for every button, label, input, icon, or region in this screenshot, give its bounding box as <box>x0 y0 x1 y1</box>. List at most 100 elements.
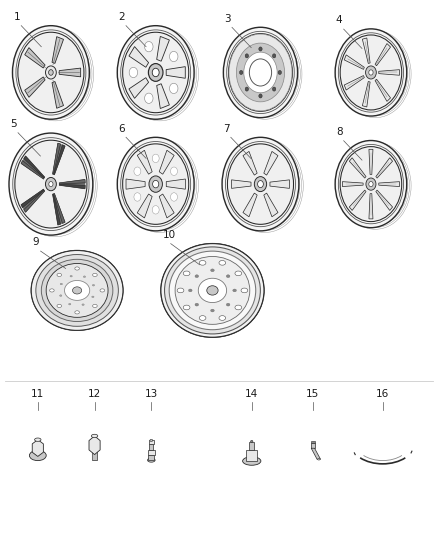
Polygon shape <box>25 77 45 98</box>
Text: 13: 13 <box>145 390 158 399</box>
Bar <box>249 442 254 450</box>
Ellipse shape <box>49 289 54 292</box>
Polygon shape <box>53 143 60 174</box>
Ellipse shape <box>29 450 46 461</box>
Ellipse shape <box>60 283 63 285</box>
Text: 7: 7 <box>223 124 230 134</box>
Ellipse shape <box>199 316 206 320</box>
Polygon shape <box>126 179 145 189</box>
Ellipse shape <box>198 278 226 303</box>
Ellipse shape <box>219 261 226 265</box>
Ellipse shape <box>222 138 299 231</box>
Ellipse shape <box>70 276 72 277</box>
Ellipse shape <box>161 244 264 337</box>
Text: 9: 9 <box>33 237 39 247</box>
Ellipse shape <box>123 144 189 224</box>
Polygon shape <box>53 144 65 175</box>
Ellipse shape <box>35 438 41 441</box>
Wedge shape <box>53 143 65 175</box>
Wedge shape <box>21 156 45 179</box>
Ellipse shape <box>195 275 198 278</box>
Ellipse shape <box>145 42 153 52</box>
Ellipse shape <box>369 181 373 187</box>
Ellipse shape <box>340 35 402 110</box>
Polygon shape <box>379 70 399 75</box>
Polygon shape <box>53 194 60 225</box>
Ellipse shape <box>366 178 376 190</box>
Ellipse shape <box>199 261 206 265</box>
Wedge shape <box>59 179 85 189</box>
Ellipse shape <box>335 141 407 228</box>
Ellipse shape <box>335 29 407 116</box>
Polygon shape <box>264 151 278 175</box>
Polygon shape <box>21 189 44 208</box>
Ellipse shape <box>235 271 242 276</box>
Ellipse shape <box>259 94 262 98</box>
Text: 11: 11 <box>31 390 44 399</box>
Bar <box>247 450 257 461</box>
Ellipse shape <box>15 140 87 228</box>
Ellipse shape <box>152 180 159 188</box>
Ellipse shape <box>150 439 153 441</box>
Ellipse shape <box>272 54 276 58</box>
Text: 15: 15 <box>306 390 319 399</box>
Polygon shape <box>376 158 392 178</box>
Ellipse shape <box>318 458 320 460</box>
Ellipse shape <box>73 287 81 294</box>
Polygon shape <box>137 194 152 218</box>
Ellipse shape <box>149 176 162 192</box>
Text: 6: 6 <box>118 124 125 134</box>
Polygon shape <box>243 151 257 175</box>
Ellipse shape <box>169 251 256 330</box>
Bar <box>311 443 314 448</box>
Ellipse shape <box>152 154 159 163</box>
Ellipse shape <box>148 458 155 462</box>
Ellipse shape <box>69 303 71 305</box>
Bar <box>148 440 154 444</box>
Polygon shape <box>89 436 100 455</box>
Ellipse shape <box>46 66 57 79</box>
Polygon shape <box>159 194 174 218</box>
Bar <box>92 448 97 460</box>
Ellipse shape <box>249 59 272 86</box>
Text: 16: 16 <box>376 390 389 399</box>
Ellipse shape <box>243 457 261 465</box>
Ellipse shape <box>245 54 248 58</box>
Polygon shape <box>344 76 364 90</box>
Ellipse shape <box>117 26 194 119</box>
Ellipse shape <box>219 316 226 320</box>
Polygon shape <box>24 156 45 178</box>
Ellipse shape <box>241 288 248 293</box>
Ellipse shape <box>235 305 242 310</box>
Ellipse shape <box>170 193 177 201</box>
Text: 14: 14 <box>245 390 258 399</box>
Polygon shape <box>24 190 45 212</box>
Ellipse shape <box>161 244 264 337</box>
Ellipse shape <box>245 87 248 91</box>
Ellipse shape <box>83 276 85 278</box>
Ellipse shape <box>188 289 192 292</box>
Polygon shape <box>369 193 373 219</box>
Text: 10: 10 <box>163 230 176 240</box>
Ellipse shape <box>258 181 263 188</box>
Polygon shape <box>52 37 64 63</box>
Polygon shape <box>166 179 185 189</box>
Ellipse shape <box>170 167 177 175</box>
Ellipse shape <box>170 51 178 62</box>
Text: 1: 1 <box>14 12 20 22</box>
Text: 3: 3 <box>224 14 231 23</box>
Ellipse shape <box>134 193 141 201</box>
Ellipse shape <box>46 177 57 191</box>
Ellipse shape <box>237 43 285 102</box>
Ellipse shape <box>57 304 62 308</box>
Wedge shape <box>21 189 45 213</box>
Ellipse shape <box>272 87 276 91</box>
Polygon shape <box>375 44 391 66</box>
Polygon shape <box>25 47 45 68</box>
Ellipse shape <box>12 26 89 119</box>
Polygon shape <box>59 184 85 189</box>
Polygon shape <box>59 180 85 184</box>
Ellipse shape <box>175 256 250 325</box>
Ellipse shape <box>134 167 141 175</box>
Ellipse shape <box>152 206 159 214</box>
